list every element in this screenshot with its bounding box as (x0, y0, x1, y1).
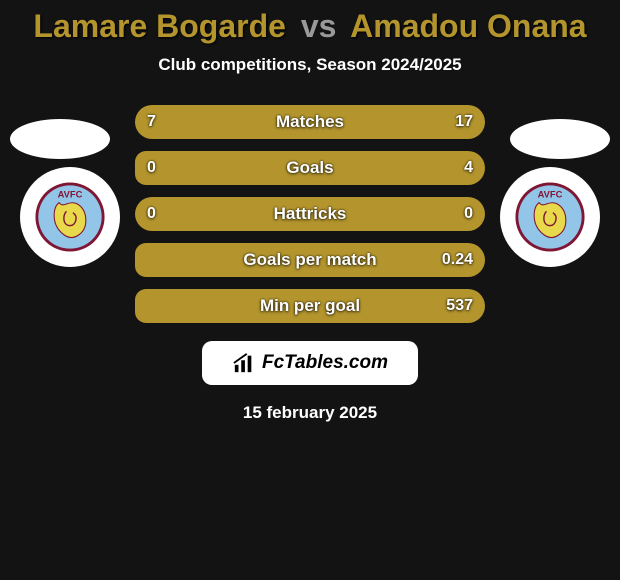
player1-club-badge: AVFC (20, 167, 120, 267)
subtitle: Club competitions, Season 2024/2025 (0, 55, 620, 75)
stat-right-value: 537 (446, 297, 473, 315)
vs-label: vs (301, 8, 337, 44)
stat-left-value: 0 (147, 205, 156, 223)
player1-name: Lamare Bogarde (33, 8, 286, 44)
club-crest-icon: AVFC (34, 181, 106, 253)
stat-right-value: 0.24 (442, 251, 473, 269)
stat-left-value: 7 (147, 113, 156, 131)
stat-left-value: 0 (147, 159, 156, 177)
svg-text:AVFC: AVFC (538, 190, 563, 200)
svg-text:AVFC: AVFC (58, 190, 83, 200)
club-crest-icon: AVFC (514, 181, 586, 253)
stat-bar: 0 Hattricks 0 (135, 197, 485, 231)
comparison-title: Lamare Bogarde vs Amadou Onana (0, 8, 620, 45)
stat-bar: 7 Matches 17 (135, 105, 485, 139)
date-text: 15 february 2025 (0, 403, 620, 423)
stat-label: Matches (135, 112, 485, 132)
brand-box: FcTables.com (202, 341, 418, 385)
stat-bar: 0 Goals 4 (135, 151, 485, 185)
brand-text: FcTables.com (262, 352, 388, 374)
stat-right-value: 17 (455, 113, 473, 131)
stat-bars: 7 Matches 17 0 Goals 4 0 Hattricks 0 Goa… (135, 105, 485, 323)
stat-right-value: 4 (464, 159, 473, 177)
stat-bar: Min per goal 537 (135, 289, 485, 323)
bar-chart-icon (232, 352, 256, 374)
player2-name: Amadou Onana (350, 8, 586, 44)
player2-club-badge: AVFC (500, 167, 600, 267)
player2-photo-placeholder (510, 119, 610, 159)
player1-photo-placeholder (10, 119, 110, 159)
stat-bar: Goals per match 0.24 (135, 243, 485, 277)
stat-label: Min per goal (135, 296, 485, 316)
stat-right-value: 0 (464, 205, 473, 223)
stat-label: Goals per match (135, 250, 485, 270)
stat-label: Goals (135, 158, 485, 178)
stat-label: Hattricks (135, 204, 485, 224)
